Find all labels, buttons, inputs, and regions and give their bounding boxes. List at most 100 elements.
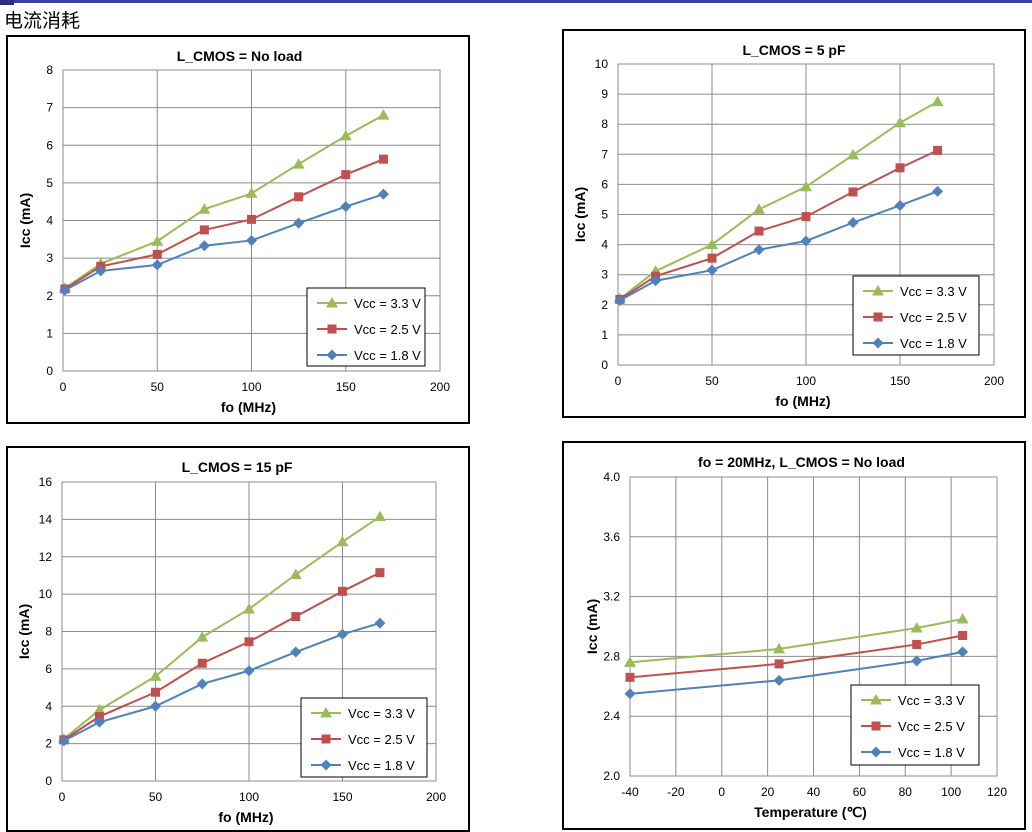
legend-label-vcc-3-3v: Vcc = 3.3 V xyxy=(900,284,967,299)
legend-label-vcc-3-3v: Vcc = 3.3 V xyxy=(354,296,421,311)
data-point-vcc-2-5v xyxy=(933,145,943,155)
y-tick-label: 7 xyxy=(46,101,53,115)
series-vcc-3-3v xyxy=(613,95,944,304)
chart-no-load: 0 1 2 3 4 5 6 7 8 0 50 100 150 200 L_CMOS = No load fo … xyxy=(17,48,450,415)
x-tick-label: 20 xyxy=(761,785,775,799)
plot-area-frame xyxy=(629,476,998,777)
chart-panel-15pf: 0 2 4 6 8 10 12 14 16 0 50 100 150 200 L_CMOS = 15 pF f… xyxy=(6,446,470,832)
series-line-vcc-2-5v xyxy=(619,149,939,301)
data-point-vcc-1-8v xyxy=(150,700,161,712)
plot-area-frame xyxy=(62,69,441,372)
legend: Vcc = 3.3 V Vcc = 2.5 V Vcc = 1.8 V xyxy=(300,697,428,778)
data-point-vcc-1-8v xyxy=(753,244,765,256)
legend-label-vcc-2-5v: Vcc = 2.5 V xyxy=(898,719,965,734)
x-tick-label: 50 xyxy=(705,374,719,388)
legend-marker-vcc-3-3v xyxy=(326,297,338,308)
chart-title: L_CMOS = 15 pF xyxy=(182,459,293,475)
x-tick-label: 0 xyxy=(718,785,725,799)
legend-marker-vcc-1-8v xyxy=(320,759,332,771)
series-vcc-2-5v xyxy=(60,154,388,294)
legend-label-vcc-2-5v: Vcc = 2.5 V xyxy=(354,322,421,337)
series-line-vcc-2-5v xyxy=(629,634,963,679)
series-line-vcc-1-8v xyxy=(64,193,384,291)
y-tick-label: 6 xyxy=(46,138,53,152)
data-point-vcc-2-5v xyxy=(247,214,256,224)
x-tick-label: 150 xyxy=(336,380,356,394)
y-tick-label: 2 xyxy=(46,289,53,303)
series-vcc-3-3v xyxy=(624,613,969,667)
data-point-vcc-2-5v xyxy=(801,212,811,222)
legend-marker-vcc-1-8v xyxy=(326,349,338,361)
x-tick-label: 200 xyxy=(426,790,446,804)
y-tick-label: 3 xyxy=(601,268,608,282)
chart-title: fo = 20MHz, L_CMOS = No load xyxy=(698,454,905,470)
legend-label-vcc-3-3v: Vcc = 3.3 V xyxy=(348,706,415,721)
data-point-vcc-1-8v xyxy=(800,235,812,247)
data-point-vcc-1-8v xyxy=(340,201,352,213)
x-tick-label: 0 xyxy=(60,380,67,394)
data-point-vcc-2-5v xyxy=(707,253,717,263)
legend-label-vcc-2-5v: Vcc = 2.5 V xyxy=(900,310,967,325)
data-point-vcc-1-8v xyxy=(614,294,626,306)
data-point-vcc-2-5v xyxy=(199,225,209,235)
y-axis-label: Icc (mA) xyxy=(584,599,600,654)
data-point-vcc-3-3v xyxy=(151,235,164,246)
y-tick-label: 4 xyxy=(45,699,52,713)
data-point-vcc-1-8v xyxy=(624,688,636,700)
legend-label-vcc-3-3v: Vcc = 3.3 V xyxy=(898,693,965,708)
data-point-vcc-3-3v xyxy=(243,603,255,614)
data-point-vcc-2-5v xyxy=(294,192,304,202)
series-line-vcc-3-3v xyxy=(619,100,939,300)
series-line-vcc-2-5v xyxy=(63,571,381,741)
legend-marker-vcc-2-5v xyxy=(873,312,883,322)
data-point-vcc-3-3v xyxy=(910,621,923,633)
y-tick-label: 4.0 xyxy=(603,470,620,484)
top-corner-mark xyxy=(0,0,14,5)
x-axis-label: Temperature (℃) xyxy=(754,804,867,820)
y-tick-label: 3.2 xyxy=(603,590,620,604)
data-point-vcc-2-5v xyxy=(375,568,385,578)
legend: Vcc = 3.3 V Vcc = 2.5 V Vcc = 1.8 V xyxy=(852,275,980,356)
data-point-vcc-1-8v xyxy=(243,665,255,677)
data-point-vcc-1-8v xyxy=(650,275,662,287)
data-point-vcc-3-3v xyxy=(93,703,106,715)
y-tick-label: 5 xyxy=(601,208,608,222)
x-tick-label: 150 xyxy=(890,374,910,388)
y-tick-label: 1 xyxy=(46,326,53,340)
series-line-vcc-1-8v xyxy=(629,650,963,695)
y-tick-label: 10 xyxy=(39,587,53,601)
data-point-vcc-2-5v xyxy=(94,712,104,722)
top-border-line xyxy=(0,0,1032,3)
y-tick-label: 12 xyxy=(39,550,53,564)
data-point-vcc-2-5v xyxy=(848,187,858,197)
y-tick-label: 4 xyxy=(601,238,608,252)
data-point-vcc-3-3v xyxy=(373,510,386,522)
x-tick-label: 200 xyxy=(984,374,1004,388)
data-point-vcc-3-3v xyxy=(931,95,944,107)
data-point-vcc-1-8v xyxy=(932,185,944,197)
x-axis-label: fo (MHz) xyxy=(218,809,273,825)
y-tick-label: 5 xyxy=(46,176,53,190)
data-point-vcc-2-5v xyxy=(244,637,254,647)
series-vcc-2-5v xyxy=(625,630,968,682)
legend-marker-vcc-3-3v xyxy=(872,285,884,296)
x-tick-label: 80 xyxy=(899,785,913,799)
legend-label-vcc-1-8v: Vcc = 1.8 V xyxy=(898,745,965,760)
data-point-vcc-1-8v xyxy=(773,674,785,686)
data-point-vcc-3-3v xyxy=(149,670,162,681)
data-point-vcc-1-8v xyxy=(706,264,718,276)
data-point-vcc-3-3v xyxy=(289,568,302,580)
data-point-vcc-1-8v xyxy=(847,217,859,229)
data-point-vcc-3-3v xyxy=(245,187,258,198)
data-point-vcc-1-8v xyxy=(93,716,105,728)
data-point-vcc-3-3v xyxy=(198,203,211,214)
data-point-vcc-2-5v xyxy=(958,630,968,640)
series-line-vcc-1-8v xyxy=(619,190,938,302)
data-point-vcc-1-8v xyxy=(290,646,302,658)
y-tick-label: 3.6 xyxy=(603,530,620,544)
x-tick-label: 120 xyxy=(987,785,1007,799)
legend: Vcc = 3.3 V Vcc = 2.5 V Vcc = 1.8 V xyxy=(306,287,426,367)
chart-panel-5pf: 0 1 2 3 4 5 6 7 8 9 10 0 50 100 150 200 L_CMOS = 5 pF fo … xyxy=(562,29,1026,418)
data-point-vcc-3-3v xyxy=(196,631,209,642)
